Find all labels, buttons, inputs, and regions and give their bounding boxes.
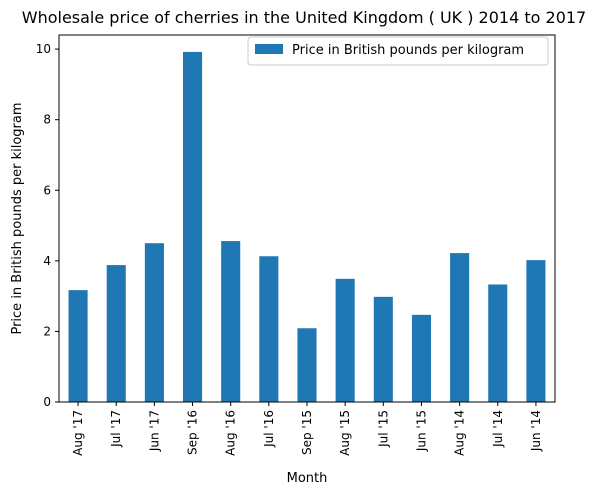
bar [183, 51, 203, 402]
x-tick-label: Jul '17 [109, 410, 123, 448]
y-tick-label: 8 [43, 113, 51, 127]
x-tick-label: Sep '15 [300, 410, 314, 455]
x-tick-label: Aug '16 [224, 410, 238, 456]
y-axis-label: Price in British pounds per kilogram [10, 102, 25, 334]
bar [450, 253, 470, 402]
bar [68, 290, 88, 402]
y-axis: 0 2 4 6 8 10 [36, 42, 59, 409]
x-tick-label: Jul '16 [262, 410, 276, 448]
y-tick-label: 10 [36, 42, 51, 56]
bar [144, 243, 164, 402]
legend-swatch [255, 44, 283, 54]
legend-box [247, 36, 549, 66]
bar [106, 265, 126, 402]
bar [221, 241, 241, 402]
bar [488, 284, 508, 402]
bar [526, 260, 546, 402]
legend-label: Price in British pounds per kilogram [292, 43, 524, 58]
bar [411, 314, 431, 402]
y-tick-label: 4 [43, 254, 51, 268]
chart-title: Wholesale price of cherries in the Unite… [22, 8, 586, 27]
plot-frame [58, 34, 556, 403]
x-axis: Aug '17 Jul '17 Jun '17 Sep '16 Aug '16 Jul '… [71, 402, 543, 456]
x-axis-label: Month [287, 471, 328, 486]
bar [297, 328, 317, 402]
x-tick-label: Aug '15 [338, 410, 352, 456]
x-tick-label: Jul '14 [491, 410, 505, 448]
x-tick-label: Jun '14 [529, 410, 543, 452]
bar [335, 278, 355, 402]
x-tick-label: Sep '16 [186, 410, 200, 455]
bar [373, 296, 393, 402]
x-tick-label: Jun '17 [147, 410, 161, 452]
x-tick-label: Aug '17 [71, 410, 85, 456]
x-tick-label: Jul '15 [376, 410, 390, 448]
x-tick-label: Jun '15 [414, 410, 428, 452]
y-tick-label: 2 [43, 324, 51, 338]
y-tick-label: 6 [43, 183, 51, 197]
bar [259, 256, 279, 402]
y-tick-label: 0 [43, 395, 51, 409]
bars-group [68, 51, 546, 402]
legend: Price in British pounds per kilogram [247, 36, 549, 66]
x-tick-label: Aug '14 [453, 410, 467, 456]
